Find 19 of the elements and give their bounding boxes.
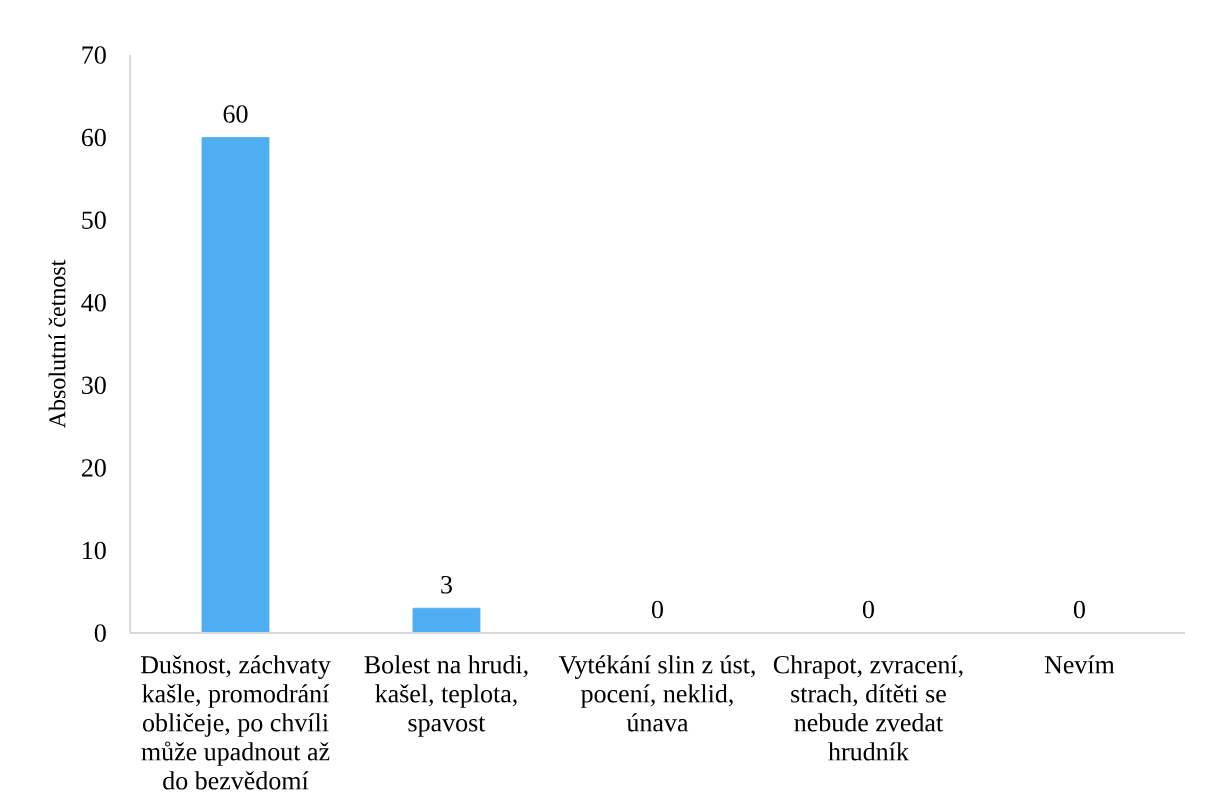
x-tick-label: Nevím bbox=[1044, 655, 1115, 674]
y-tick-label: 20 bbox=[81, 459, 106, 477]
y-tick-label: 0 bbox=[94, 624, 106, 642]
data-label: 60 bbox=[223, 105, 248, 123]
x-tick-label: Chrapot, zvracení, strach, dítěti se nebude zvedat hrudník bbox=[773, 655, 963, 761]
y-tick-label: 10 bbox=[83, 541, 106, 560]
y-tick-label: 60 bbox=[81, 128, 106, 147]
x-tick-label: Bolest na hrudi, kašel, teplota, spavost bbox=[364, 655, 528, 737]
data-label: 0 bbox=[651, 600, 663, 619]
y-tick-label: 70 bbox=[82, 46, 106, 64]
x-tick-label: Dušnost, záchvaty kašle, promodrání obličeje, po chvíli může upadnout až do bezvědomí bbox=[140, 655, 331, 790]
y-axis-title: Absolutní četnost bbox=[48, 259, 66, 429]
x-tick-label: Vytékání slin z úst, pocení, neklid, únava bbox=[558, 655, 755, 732]
y-tick-label: 50 bbox=[82, 211, 106, 229]
y-tick-label: 30 bbox=[82, 376, 106, 395]
data-label: 3 bbox=[441, 576, 452, 594]
data-label: 0 bbox=[1073, 600, 1085, 619]
y-tick-label: 40 bbox=[81, 293, 106, 312]
data-label: 0 bbox=[862, 600, 874, 619]
